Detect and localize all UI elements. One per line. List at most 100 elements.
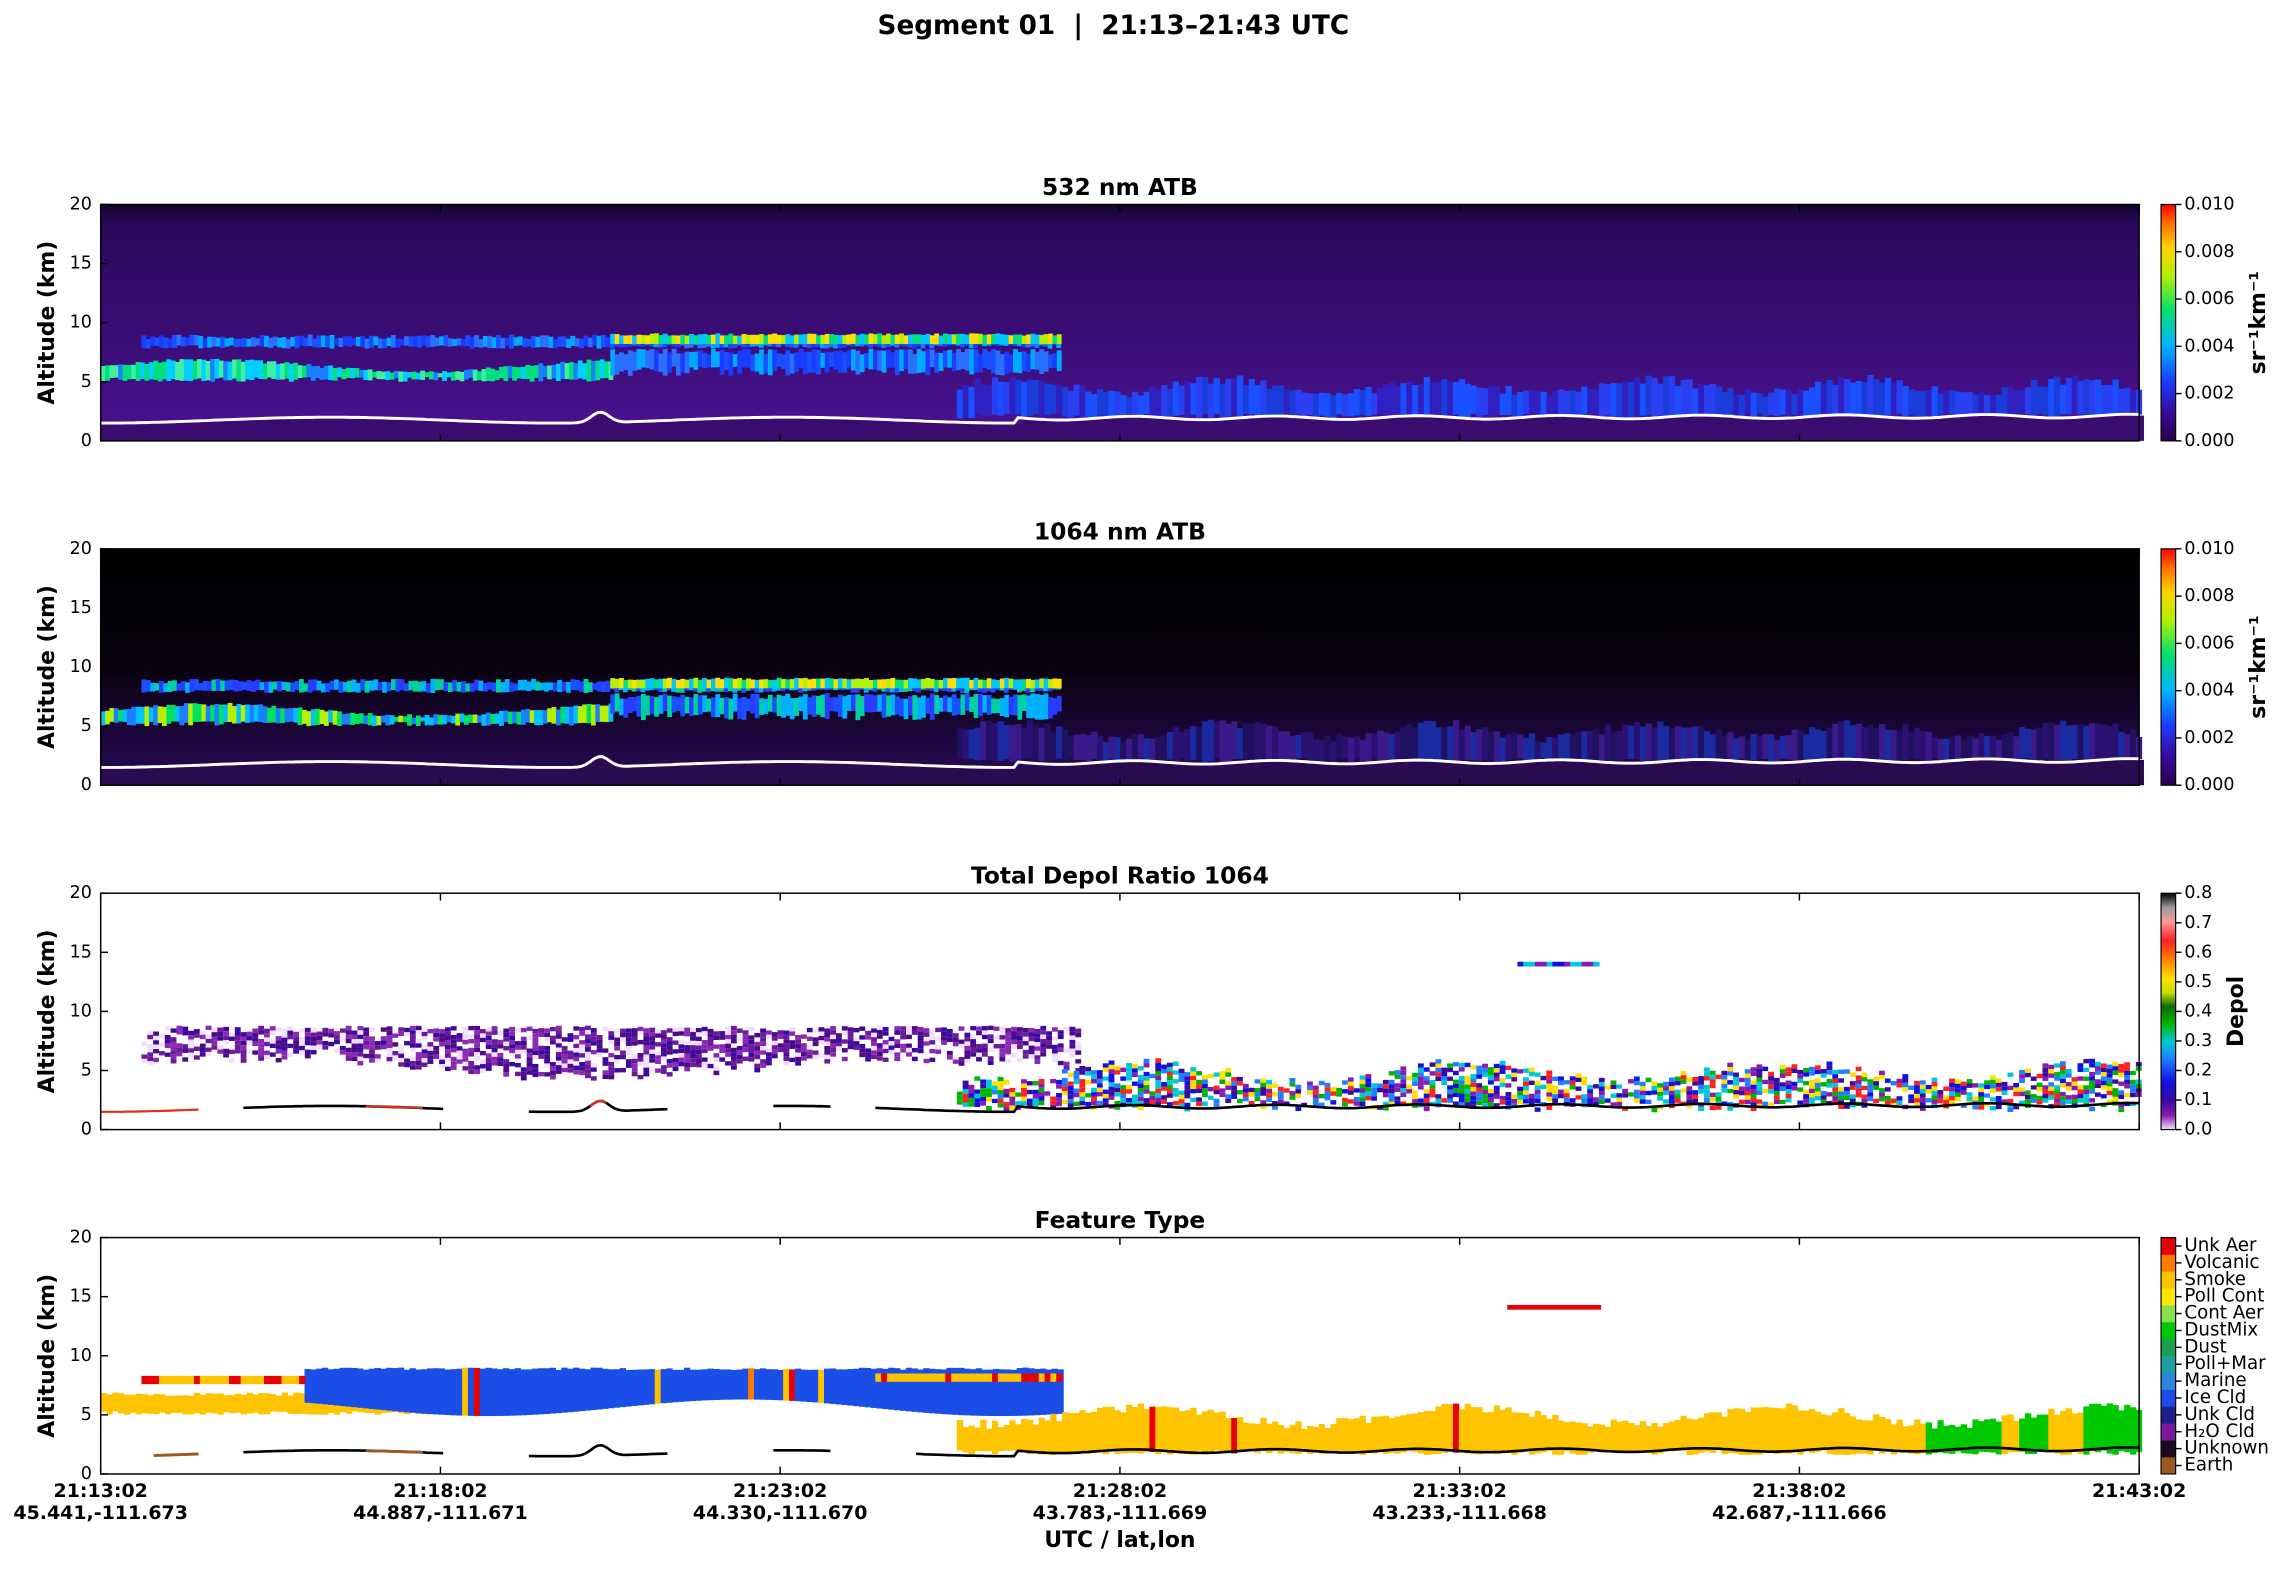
curtain-column [233,679,239,692]
colorbar-tick-label: 0.002 [2184,384,2234,404]
curtain-column [442,715,447,725]
curtain-column [1464,383,1471,418]
curtain-column [1635,419,1643,441]
curtain-cell [871,1041,877,1046]
curtain-cell [1050,1079,1057,1084]
curtain-column [182,1375,189,1385]
curtain-column [1598,734,1606,763]
curtain-cell [398,1031,405,1037]
curtain-column [1937,738,1944,763]
curtain-column [645,350,651,369]
curtain-column [1244,418,1251,441]
curtain-cell [1085,1071,1092,1076]
curtain-cell [1943,1099,1950,1105]
curtain-column [2054,376,2061,418]
curtain-column [342,682,348,692]
curtain-cell [1085,1066,1092,1072]
curtain-column [1034,693,1040,720]
curtain-cell [1143,1093,1150,1099]
curtain-column [1688,416,1695,441]
curtain-column [881,335,887,344]
curtain-cell [888,1045,895,1050]
curtain-cell [748,1048,755,1053]
curtain-column [1231,1418,1238,1454]
curtain-column [1038,1373,1046,1382]
curtain-cell [1137,1074,1144,1080]
curtain-cell [742,1043,749,1048]
curtain-cell [1814,1091,1821,1097]
curtain-column [1336,733,1343,760]
curtain-cell [678,1061,685,1067]
curtain-column [1026,678,1031,689]
curtain-cell [334,1031,340,1036]
curtain-cell [1540,1075,1547,1081]
curtain-column [166,704,172,724]
curtain-column [992,1373,999,1382]
curtain-column [304,762,312,786]
curtain-column [163,337,169,349]
curtain-cell [1155,1071,1162,1076]
curtain-cell [1388,1101,1395,1107]
curtain-cell [1021,1101,1027,1106]
curtain-column [1554,761,1561,786]
curtain-cell [806,1027,813,1033]
curtain-cell [550,1070,556,1076]
curtain-column [1272,385,1279,416]
curtain-cell [1738,1073,1745,1078]
curtain-column [182,422,189,441]
curtain-column [557,679,563,692]
curtain-cell [1785,1080,1792,1085]
curtain-cell [736,1059,743,1064]
curtain-cell [1318,1102,1325,1108]
curtain-cell [999,1030,1006,1036]
curtain-cell [1633,1098,1640,1103]
curtain-cell [631,1054,638,1059]
curtain-cell [322,1032,329,1037]
curtain-cell [217,1027,224,1032]
curtain-column [973,333,979,344]
curtain-column [991,377,999,415]
curtain-column [1793,419,1800,441]
curtain-column [995,698,1001,713]
curtain-cell [736,1054,743,1060]
curtain-cell [1201,1092,1208,1098]
curtain-cell [1861,1072,1868,1078]
curtain-column [1367,764,1374,786]
curtain-cell [1820,1086,1827,1091]
curtain-cell [1143,1089,1150,1094]
curtain-column [1048,679,1053,689]
curtain-column [982,424,989,441]
curtain-cell [1534,1094,1541,1099]
curtain-cell [748,1057,755,1062]
curtain-column [1330,1424,1337,1454]
curtain-column [259,335,265,347]
curtain-cell [1966,1079,1973,1084]
curtain-column [1067,736,1075,759]
curtain-column [1104,418,1111,441]
curtain-column [991,334,996,344]
curtain-column [702,352,708,368]
curtain-column [1769,419,1777,441]
curtain-cell [1511,1068,1518,1073]
curtain-cell [1178,1090,1185,1095]
curtain-column [833,335,839,344]
curtain-column [1143,738,1150,761]
curtain-column [724,1369,732,1400]
curtain-column [671,335,677,344]
curtain-cell [941,1031,947,1037]
curtain-column [252,1394,259,1413]
curtain-column [859,678,865,689]
curtain-column [272,336,278,346]
curtain-column [185,337,191,346]
curtain-cell [824,1054,831,1060]
curtain-column [303,337,309,347]
curtain-column [240,420,248,441]
curtain-column [962,384,969,418]
curtain-cell [970,1047,977,1053]
curtain-cell [409,1047,416,1053]
curtain-column [1048,354,1053,368]
curtain-column [1593,961,1600,967]
curtain-cell [310,1050,317,1055]
curtain-column [407,372,412,378]
curtain-cell [923,1058,930,1064]
